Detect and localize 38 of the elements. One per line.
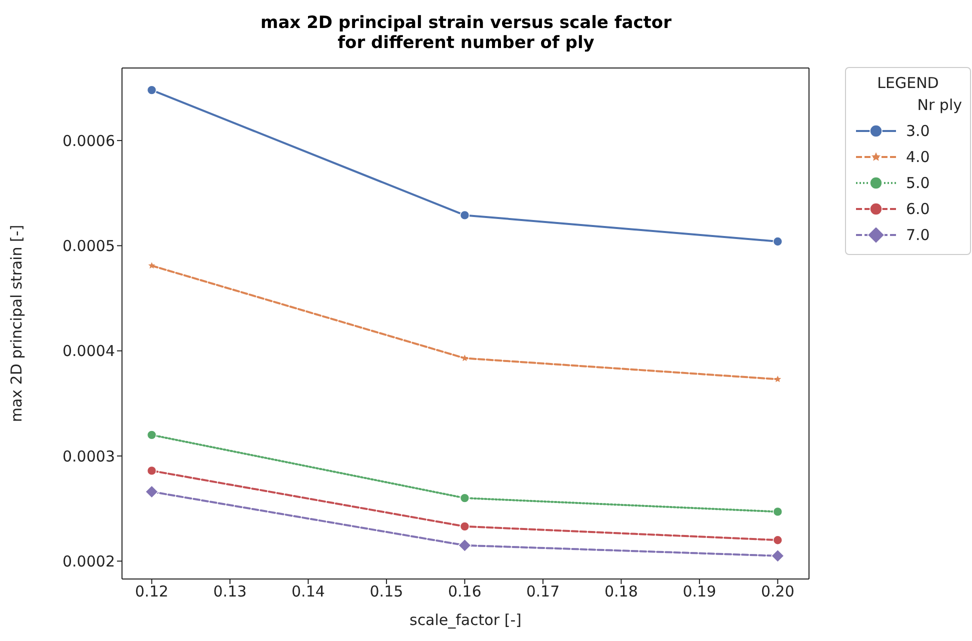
x-tick-label: 0.16	[448, 582, 482, 601]
point	[145, 485, 158, 498]
point	[458, 538, 472, 552]
point	[148, 262, 156, 269]
point	[772, 506, 783, 517]
point	[772, 236, 783, 246]
text: Nr ply	[916, 96, 962, 114]
point	[771, 549, 784, 563]
point	[460, 522, 470, 532]
x-tick-label: 0.13	[213, 582, 247, 601]
y-tick-label: 0.0006	[62, 132, 115, 150]
y-axis-title: max 2D principal strain [-]	[7, 224, 26, 422]
point	[774, 376, 782, 382]
x-tick-label: 0.14	[292, 582, 325, 601]
y-tick-label: 0.0003	[62, 447, 115, 466]
x-tick-label: 0.20	[761, 582, 794, 601]
legend-title: LEGEND	[876, 74, 940, 92]
point	[460, 210, 470, 220]
x-tick-label: 0.19	[682, 582, 716, 601]
y-tick-label: 0.0002	[62, 552, 115, 570]
legend-label: 4.0	[906, 148, 930, 166]
point	[772, 535, 783, 545]
legend-label: 7.0	[906, 226, 930, 244]
x-axis-title: scale_factor [-]	[410, 611, 522, 629]
point	[146, 85, 157, 95]
point	[460, 493, 470, 503]
legend-label: 5.0	[906, 174, 930, 192]
x-tick-label: 0.15	[370, 582, 404, 601]
x-tick-label: 0.12	[135, 582, 168, 601]
y-tick-label: 0.0004	[62, 342, 115, 360]
chart-title: max 2D principal strain versus scale factor for different number of ply	[260, 13, 672, 53]
x-tick-label: 0.17	[526, 582, 560, 601]
y-tick-label: 0.0005	[62, 237, 115, 256]
legend-label: 3.0	[906, 122, 930, 140]
point	[146, 430, 157, 440]
point	[146, 466, 157, 476]
x-tick-label: 0.18	[604, 582, 638, 601]
legend-label: 6.0	[906, 200, 930, 218]
